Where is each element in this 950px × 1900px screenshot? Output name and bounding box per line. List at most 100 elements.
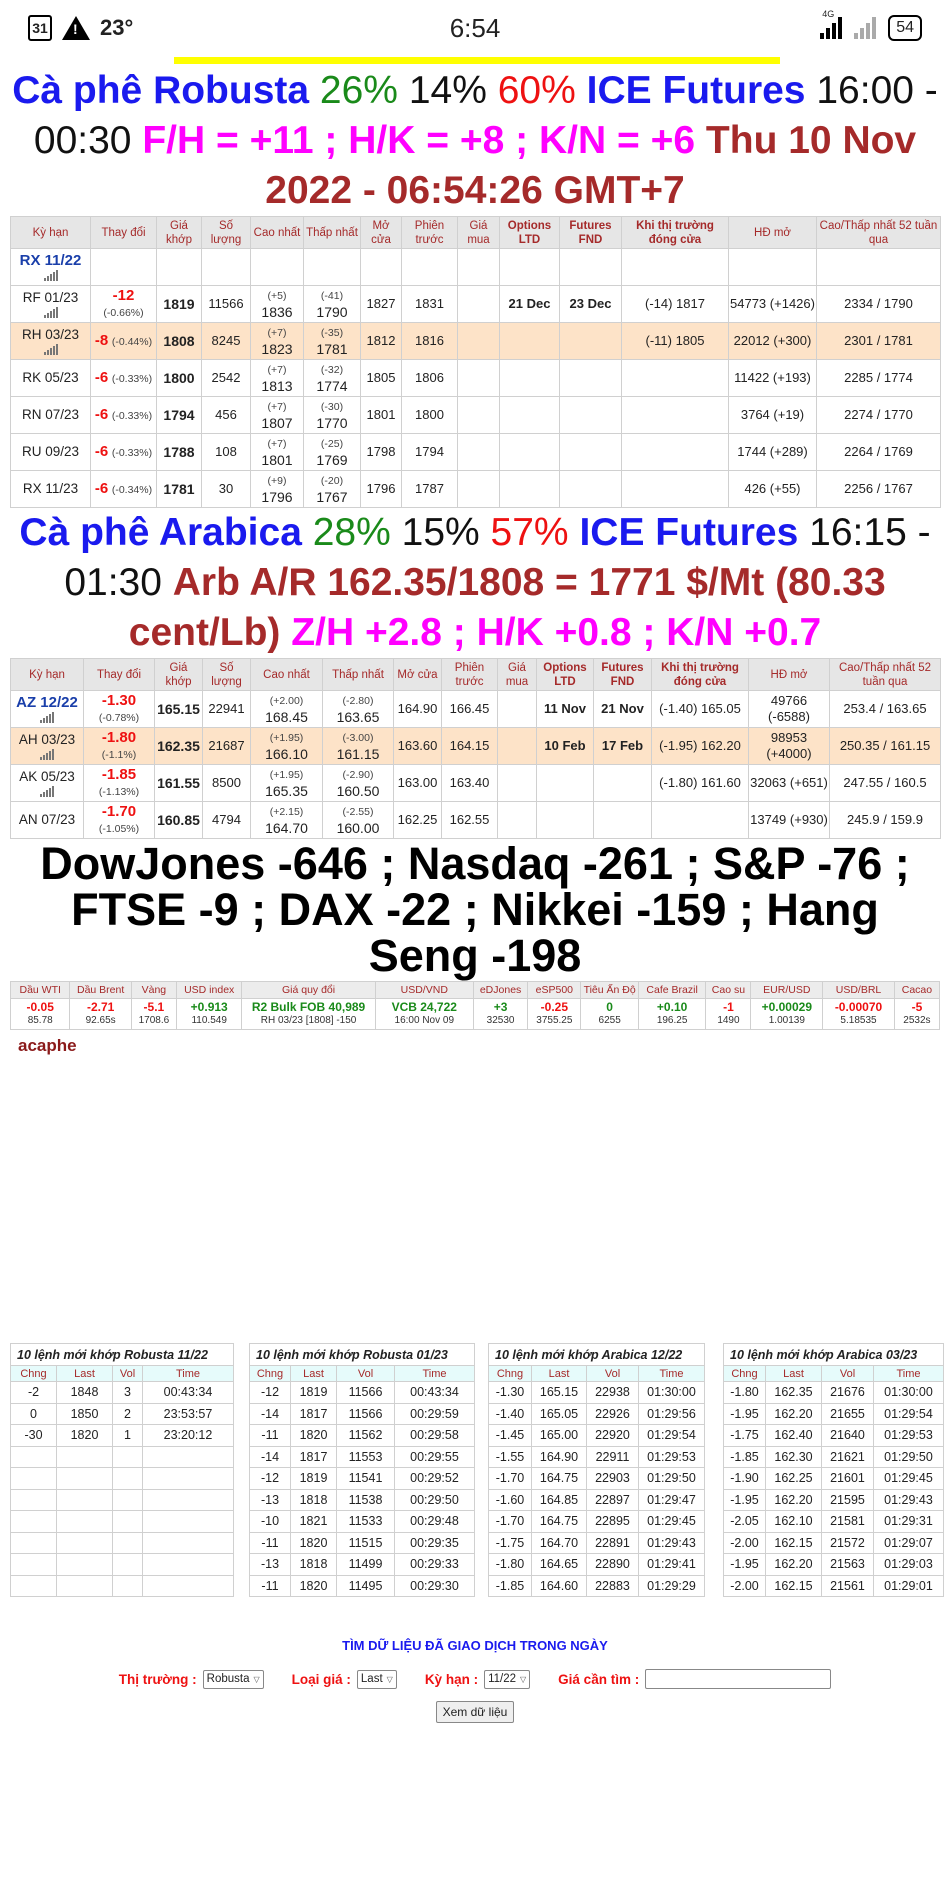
contract-symbol[interactable]: RH 03/23	[21, 327, 80, 342]
market-cell[interactable]: -0.25 3755.25	[527, 998, 582, 1030]
market-header[interactable]: USD/BRL	[822, 981, 895, 999]
table-row[interactable]: AH 03/23 -1.80 (-1.1%) 162.35 21687 (+1.95) 1…	[10, 727, 941, 765]
contract-symbol[interactable]: AH 03/23	[18, 732, 76, 747]
contract-symbol[interactable]: RX 11/23	[22, 481, 79, 496]
volume: 8500	[202, 764, 251, 802]
contract-cell[interactable]: RN 07/23	[10, 396, 91, 434]
market-header[interactable]: Vàng	[130, 981, 177, 999]
price-input[interactable]	[645, 1669, 832, 1689]
contract-cell[interactable]: RK 05/23	[10, 359, 91, 397]
trade-cell: 165.05	[531, 1402, 587, 1425]
term-select[interactable]: 11/22 ▽	[484, 1669, 531, 1689]
clock: 6:54	[449, 12, 501, 43]
table-row[interactable]: AZ 12/22 -1.30 (-0.78%) 165.15 22941 (+2.00)…	[10, 690, 941, 728]
close-price: (-11) 1805	[621, 322, 729, 360]
contract-cell[interactable]: RU 09/23	[10, 433, 91, 471]
contract-cell[interactable]: RF 01/23	[10, 285, 91, 323]
market-header[interactable]: Cafe Brazil	[637, 981, 707, 999]
table-row[interactable]: RN 07/23 -6 (-0.33%) 1794 456 (+7) 1807 (-30) 1…	[10, 396, 941, 434]
market-header[interactable]: Dầu WTI	[9, 981, 71, 999]
chart-icon[interactable]	[40, 786, 54, 797]
market-header[interactable]: Giá quy đổi	[241, 981, 376, 999]
table-row[interactable]: RU 09/23 -6 (-0.33%) 1788 108 (+7) 1801 (-25) 1…	[10, 433, 941, 471]
market-header[interactable]: Cao su	[705, 981, 752, 999]
contract-symbol[interactable]: AN 07/23	[18, 812, 76, 827]
contract-cell[interactable]: AH 03/23	[10, 727, 84, 765]
table-row[interactable]: RK 05/23 -6 (-0.33%) 1800 2542 (+7) 1813 (-32)…	[10, 359, 941, 397]
chart-icon[interactable]	[40, 712, 54, 723]
contract-symbol[interactable]: RX 11/22	[19, 252, 82, 269]
market-header[interactable]: Dầu Brent	[69, 981, 132, 999]
contract-symbol[interactable]: AZ 12/22	[16, 694, 78, 711]
open-price: 1801	[360, 396, 402, 434]
chart-icon[interactable]	[43, 307, 58, 318]
market-header[interactable]: eDJones	[472, 981, 529, 999]
market-header[interactable]: Cacao	[893, 981, 941, 999]
market-header[interactable]: Tiêu Ấn Độ	[580, 981, 639, 999]
table-row[interactable]: RX 11/22	[10, 248, 941, 286]
contract-symbol[interactable]: RU 09/23	[21, 444, 80, 459]
futures-fnd	[559, 359, 622, 397]
arabica-title[interactable]: Cà phê Arabica	[19, 511, 302, 554]
market-select[interactable]: Robusta ▽	[202, 1669, 264, 1689]
market-header[interactable]: USD/VND	[374, 981, 474, 999]
price-type-select[interactable]: Last ▽	[356, 1669, 397, 1689]
market-cell[interactable]: +0.10 196.25	[637, 998, 707, 1030]
table-row[interactable]: RF 01/23 -12 (-0.66%) 1819 11566 (+5) 1836 (-4…	[10, 285, 941, 323]
trades-table: 10 lệnh mới khớp Robusta 01/23 Chng Last Vo…	[249, 1343, 475, 1597]
contract-cell[interactable]: AN 07/23	[10, 801, 84, 839]
contract-symbol[interactable]: RK 05/23	[22, 370, 79, 385]
trade-cell: 22883	[586, 1574, 639, 1597]
contract-cell[interactable]: AK 05/23	[10, 764, 84, 802]
market-cell[interactable]: -0.00070 5.18535	[822, 998, 895, 1030]
contract-cell[interactable]: RX 11/23	[10, 470, 91, 508]
contract-symbol[interactable]: AK 05/23	[19, 769, 75, 784]
options-ltd: 21 Dec	[499, 285, 560, 323]
table-row[interactable]: AN 07/23 -1.70 (-1.05%) 160.85 4794 (+2.15) 1…	[10, 801, 941, 839]
market-value: 1.00139	[768, 1015, 805, 1026]
market-cell[interactable]: 0 6255	[580, 998, 639, 1030]
low-change: (-2.90)	[342, 769, 374, 781]
contract-cell[interactable]: AZ 12/22	[10, 690, 84, 728]
table-row[interactable]: RH 03/23 -8 (-0.44%) 1808 8245 (+7) 1823 (-35)…	[10, 322, 941, 360]
market-cell[interactable]: R2 Bulk FOB 40,989 RH 03/23 [1808] -150	[241, 998, 376, 1030]
change-value: -6	[94, 405, 109, 423]
change-cell: -6 (-0.33%)	[90, 396, 157, 434]
market-cell[interactable]: -0.05 85.78	[9, 998, 71, 1030]
chart-icon[interactable]	[40, 749, 54, 760]
change-value: -6	[94, 479, 109, 497]
view-data-button[interactable]: Xem dữ liệu	[435, 1701, 515, 1723]
market-cell[interactable]: -5.1 1708.6	[130, 998, 177, 1030]
table-row[interactable]: AK 05/23 -1.85 (-1.13%) 161.55 8500 (+1.95) 1…	[10, 764, 941, 802]
trade-cell: 2	[112, 1402, 143, 1425]
market-cell[interactable]: +0.00029 1.00139	[750, 998, 824, 1030]
trade-cell: 11495	[336, 1574, 395, 1597]
market-header[interactable]: EUR/USD	[750, 981, 824, 999]
trade-cell: 01:29:01	[873, 1574, 944, 1597]
trade-cell: -1.95	[723, 1488, 766, 1511]
market-cell[interactable]: -1 1490	[705, 998, 752, 1030]
market-cell[interactable]: +3 32530	[472, 998, 529, 1030]
contract-symbol[interactable]: RN 07/23	[21, 407, 80, 422]
market-header[interactable]: eSP500	[527, 981, 582, 999]
market-cell[interactable]: -5 2532s	[893, 998, 941, 1030]
trade-cell: 22926	[586, 1402, 639, 1425]
robusta-title[interactable]: Cà phê Robusta	[12, 69, 310, 112]
market-cell[interactable]: VCB 24,722 16:00 Nov 09	[374, 998, 474, 1030]
contract-cell[interactable]: RH 03/23	[10, 322, 91, 360]
market-header[interactable]: USD index	[175, 981, 243, 999]
contract-cell[interactable]: RX 11/22	[10, 248, 91, 286]
brand-logo[interactable]: acaphe	[18, 1036, 77, 1055]
contract-symbol[interactable]: RF 01/23	[22, 290, 79, 305]
chart-icon[interactable]	[43, 270, 58, 281]
table-row[interactable]: RX 11/23 -6 (-0.34%) 1781 30 (+9) 1796 (-20) 17…	[10, 470, 941, 508]
price-label: Giá cần tìm :	[558, 1671, 640, 1687]
trade-cell	[142, 1553, 234, 1576]
market-cell[interactable]: -2.71 92.65s	[69, 998, 132, 1030]
column-header: Khi thị trường đóng cửa	[621, 216, 729, 249]
market-cell[interactable]: +0.913 110.549	[175, 998, 243, 1030]
chart-icon[interactable]	[43, 344, 58, 355]
trade-row: -1.90 162.25 21601 01:29:45	[723, 1467, 944, 1490]
high-change: (+1.95)	[269, 769, 304, 781]
trade-cell: -10	[249, 1510, 291, 1533]
